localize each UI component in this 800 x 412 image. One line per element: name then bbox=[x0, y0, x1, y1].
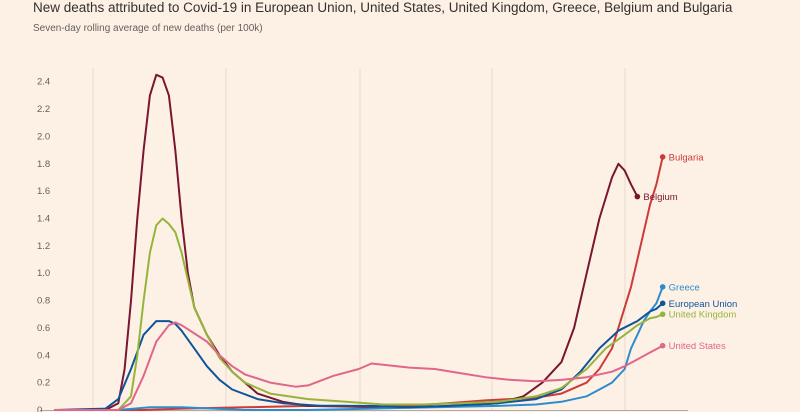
chart-grid bbox=[40, 68, 688, 411]
y-tick-label: 0.2 bbox=[37, 378, 50, 389]
series-end-dot-european-union bbox=[659, 300, 666, 307]
y-tick-label: 0.4 bbox=[37, 350, 50, 361]
series-line-european-union bbox=[54, 302, 664, 411]
y-tick-label: 0.8 bbox=[37, 296, 50, 307]
series-line-belgium bbox=[54, 73, 639, 411]
y-axis: 0 0.2 0.4 0.6 0.8 1.0 1.2 1.4 1.6 1.8 2.0 2.2 2.4 bbox=[37, 77, 50, 412]
y-tick-label: 1.8 bbox=[37, 159, 50, 170]
series-line-greece bbox=[54, 285, 664, 411]
series-label-united-states: United States bbox=[669, 341, 726, 352]
series-label-belgium: Belgium bbox=[643, 192, 677, 203]
y-tick-label: 1.4 bbox=[37, 213, 50, 224]
chart-lines bbox=[54, 73, 664, 411]
y-tick-label: 0.6 bbox=[37, 323, 50, 334]
series-end-dot-greece bbox=[659, 284, 666, 290]
y-tick-label: 2.0 bbox=[37, 131, 50, 142]
series-end-dot-united-kingdom bbox=[659, 311, 666, 318]
series-label-united-kingdom: United Kingdom bbox=[669, 310, 737, 321]
series-label-greece: Greece bbox=[669, 282, 700, 293]
y-tick-label: 0 bbox=[37, 405, 42, 412]
series-end-dot-belgium bbox=[634, 193, 641, 200]
y-tick-label: 1.0 bbox=[37, 268, 50, 279]
series-end-dot-united-states bbox=[659, 342, 666, 349]
y-tick-label: 2.2 bbox=[37, 104, 50, 115]
series-line-united-kingdom bbox=[54, 217, 664, 411]
chart-subtitle: Seven-day rolling average of new deaths … bbox=[33, 23, 263, 34]
y-tick-label: 1.2 bbox=[37, 241, 50, 252]
chart-title: New deaths attributed to Covid-19 in Eur… bbox=[33, 0, 733, 15]
y-tick-label: 2.4 bbox=[37, 77, 50, 88]
series-line-united-states bbox=[54, 321, 664, 411]
series-line-bulgaria bbox=[54, 155, 664, 411]
series-label-bulgaria: Bulgaria bbox=[669, 152, 705, 163]
series-end-dot-bulgaria bbox=[659, 154, 666, 160]
y-tick-label: 1.6 bbox=[37, 186, 50, 197]
series-label-european-union: European Union bbox=[669, 299, 738, 310]
